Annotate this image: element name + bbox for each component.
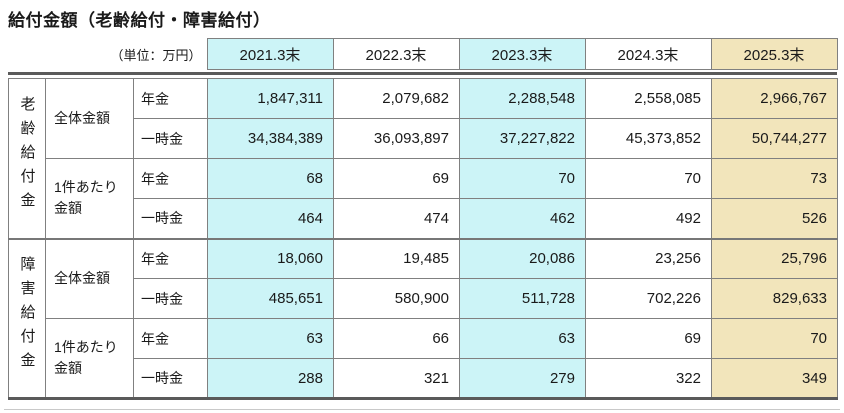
value-cell: 829,633 — [711, 278, 838, 319]
value-cell: 20,086 — [459, 237, 586, 279]
value-cell: 69 — [333, 158, 460, 199]
value-cell: 1,847,311 — [207, 78, 334, 119]
value-cell: 321 — [333, 358, 460, 399]
value-cell: 2,558,085 — [585, 78, 712, 119]
benefit-type-label: 一時金 — [133, 198, 208, 239]
section-label-cell: 老齢給付金 — [8, 78, 46, 239]
value-cell: 2,288,548 — [459, 78, 586, 119]
page-title: 給付金額（老齢給付・障害給付） — [8, 11, 271, 30]
value-cell: 23,256 — [585, 237, 712, 279]
group-label: 全体金額 — [45, 237, 134, 319]
value-cell: 2,079,682 — [333, 78, 460, 119]
value-cell: 2,966,767 — [711, 78, 838, 119]
value-cell: 34,384,389 — [207, 118, 334, 159]
unit-label: （単位：万円） — [110, 47, 202, 63]
group-label: 全体金額 — [45, 78, 134, 159]
value-cell: 349 — [711, 358, 838, 399]
value-cell: 485,651 — [207, 278, 334, 319]
value-cell: 526 — [711, 198, 838, 239]
value-cell: 37,227,822 — [459, 118, 586, 159]
value-cell: 511,728 — [459, 278, 586, 319]
section-label-cell: 障害給付金 — [8, 237, 46, 399]
benefit-type-label: 一時金 — [133, 358, 208, 399]
value-cell: 19,485 — [333, 237, 460, 279]
benefit-type-label: 一時金 — [133, 278, 208, 319]
table-row: 障害給付金 全体金額 年金 18,060 19,485 20,086 23,25… — [8, 237, 838, 399]
table-row: 一時金 34,384,389 36,093,897 37,227,822 45,… — [9, 118, 838, 159]
value-cell: 70 — [711, 318, 838, 359]
value-cell: 580,900 — [333, 278, 460, 319]
value-cell: 462 — [459, 198, 586, 239]
year-header-2025: 2025.3末 — [710, 38, 838, 70]
year-header-2023: 2023.3末 — [458, 38, 586, 70]
year-header-2024: 2024.3末 — [584, 38, 712, 70]
value-cell: 66 — [333, 318, 460, 359]
table-row: 一時金 485,651 580,900 511,728 702,226 829,… — [9, 278, 838, 319]
value-cell: 474 — [333, 198, 460, 239]
value-cell: 464 — [207, 198, 334, 239]
value-cell: 279 — [459, 358, 586, 399]
value-cell: 69 — [585, 318, 712, 359]
value-cell: 322 — [585, 358, 712, 399]
year-header-2021: 2021.3末 — [206, 38, 334, 70]
value-cell: 73 — [711, 158, 838, 199]
bottom-partial-rule — [4, 409, 840, 410]
value-cell: 63 — [207, 318, 334, 359]
year-header-row: （単位：万円） 2021.3末 2022.3末 2023.3末 2024.3末 … — [8, 38, 838, 70]
benefit-type-label: 年金 — [133, 237, 208, 279]
group-label: 1件あたり金額 — [45, 158, 134, 239]
benefit-type-label: 年金 — [133, 78, 208, 119]
header-separator-rule — [8, 72, 837, 75]
value-cell: 70 — [585, 158, 712, 199]
section-label: 老齢給付金 — [18, 96, 36, 217]
table-row: 一時金 288 321 279 322 349 — [9, 358, 838, 399]
group-label: 1件あたり金額 — [45, 318, 134, 399]
value-cell: 492 — [585, 198, 712, 239]
benefit-type-label: 年金 — [133, 158, 208, 199]
value-cell: 45,373,852 — [585, 118, 712, 159]
value-cell: 36,093,897 — [333, 118, 460, 159]
value-cell: 70 — [459, 158, 586, 199]
value-cell: 18,060 — [207, 237, 334, 279]
value-cell: 25,796 — [711, 237, 838, 279]
value-cell: 288 — [207, 358, 334, 399]
value-cell: 63 — [459, 318, 586, 359]
table-row: 1件あたり金額 年金 68 69 70 70 73 — [9, 158, 838, 239]
year-header-2022: 2022.3末 — [332, 38, 460, 70]
section-label: 障害給付金 — [18, 256, 36, 377]
value-cell: 702,226 — [585, 278, 712, 319]
value-cell: 50,744,277 — [711, 118, 838, 159]
value-cell: 68 — [207, 158, 334, 199]
table-row: 老齢給付金 全体金額 年金 1,847,311 2,079,682 2,288,… — [8, 78, 838, 239]
table-row: 一時金 464 474 462 492 526 — [9, 198, 838, 239]
benefit-type-label: 一時金 — [133, 118, 208, 159]
benefit-data-table: 老齢給付金 全体金額 年金 1,847,311 2,079,682 2,288,… — [8, 78, 838, 400]
table-row: 1件あたり金額 年金 63 66 63 69 70 — [9, 318, 838, 399]
benefit-type-label: 年金 — [133, 318, 208, 359]
